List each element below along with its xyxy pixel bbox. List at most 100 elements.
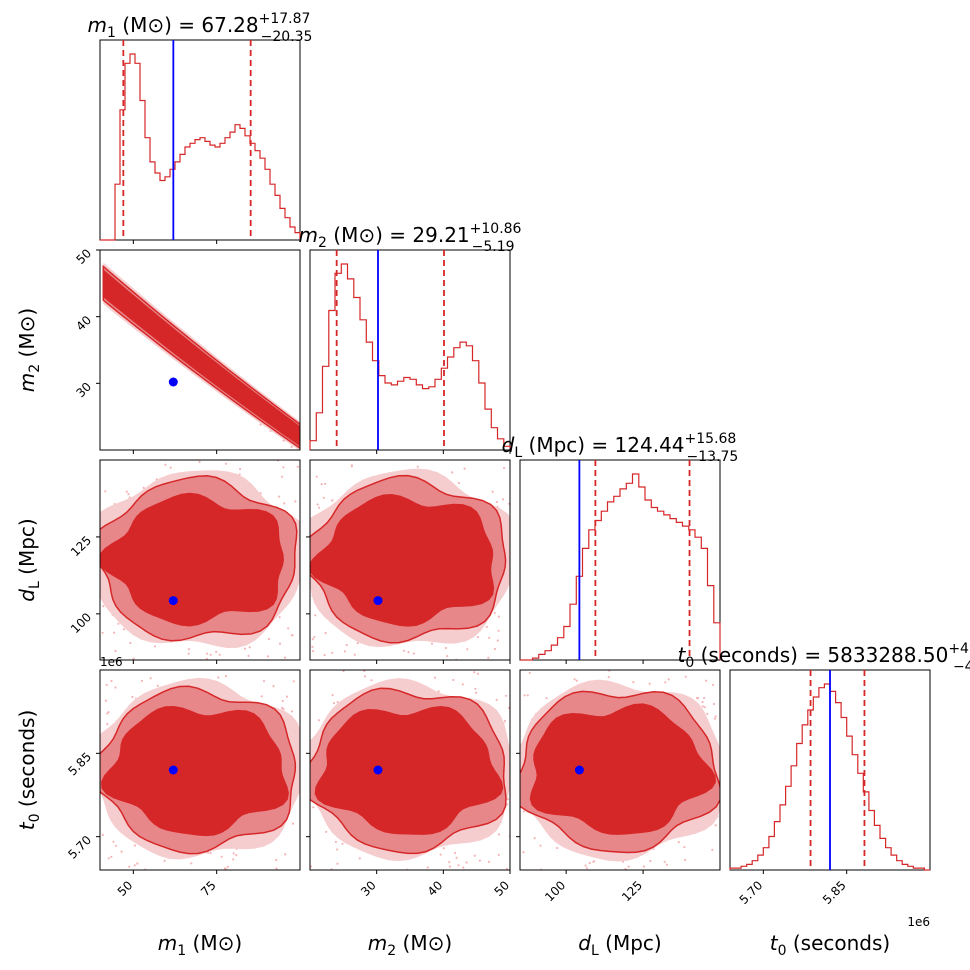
sample-point	[114, 649, 117, 653]
sample-point	[503, 466, 506, 470]
sample-point	[104, 699, 107, 702]
sample-point	[127, 493, 130, 496]
sample-point	[102, 605, 105, 608]
sample-point	[106, 723, 109, 726]
panel-m2-dL	[309, 459, 511, 661]
sample-point	[238, 473, 241, 476]
sample-point	[163, 859, 166, 863]
sample-point	[312, 806, 315, 809]
sample-point	[350, 464, 353, 467]
sample-point	[114, 844, 118, 847]
sample-point	[444, 646, 447, 650]
panel-frame	[99, 459, 301, 661]
sample-point	[343, 650, 346, 653]
sample-point	[528, 671, 531, 675]
sample-point	[677, 841, 680, 844]
sample-point	[133, 844, 136, 847]
x-tick-label-dL: 125	[619, 878, 645, 904]
sample-point	[259, 423, 262, 426]
contour-inner	[310, 493, 495, 627]
sample-point	[584, 864, 587, 867]
sample-point	[439, 853, 442, 856]
sample-point	[506, 803, 509, 806]
sample-point	[278, 642, 282, 645]
sample-point	[523, 694, 526, 697]
sample-point	[522, 851, 525, 854]
sample-point	[235, 854, 238, 857]
sample-point	[697, 697, 700, 700]
sample-point	[169, 466, 172, 469]
title-t0: t0 (seconds) = 5833288.50+49−48	[677, 641, 970, 675]
panel-m1-t0	[99, 669, 301, 871]
sample-point	[120, 850, 123, 853]
sample-point	[101, 833, 104, 837]
sample-point	[713, 717, 716, 720]
sample-point	[209, 852, 212, 855]
sample-point	[457, 481, 460, 485]
sample-point	[110, 679, 113, 683]
panel-m1-dL	[99, 459, 301, 661]
sample-point	[473, 854, 476, 857]
sample-point	[311, 638, 314, 641]
x-tick-label-t0: 5.85	[820, 878, 849, 907]
sample-point	[358, 857, 361, 860]
x-tick-label-t0: 5.70	[737, 878, 766, 907]
sample-point	[663, 860, 666, 863]
sample-point	[501, 498, 504, 501]
sample-point	[495, 500, 499, 504]
sample-point	[701, 700, 704, 704]
sample-point	[317, 506, 321, 509]
sample-point	[506, 798, 509, 801]
sample-point	[556, 846, 559, 850]
sample-point	[474, 687, 477, 690]
sample-point	[294, 500, 297, 503]
sample-point	[684, 858, 687, 862]
contour-inner	[529, 703, 716, 835]
sample-point	[125, 490, 128, 493]
sample-point	[290, 634, 293, 637]
sample-point	[711, 848, 714, 852]
sample-point	[122, 628, 125, 631]
panel-dL-t0	[519, 669, 721, 871]
sample-point	[364, 675, 367, 678]
sample-point	[190, 862, 193, 865]
sample-point	[128, 865, 131, 868]
truth-point	[373, 765, 383, 775]
sample-point	[113, 631, 116, 634]
sample-point	[416, 465, 419, 468]
sample-point	[149, 677, 152, 680]
sample-point	[442, 847, 445, 850]
sample-point	[292, 680, 295, 683]
sample-point	[683, 846, 686, 849]
hist-steps-dL	[520, 473, 721, 661]
sample-point	[342, 670, 345, 673]
panel-frame	[309, 249, 511, 451]
sample-point	[107, 711, 110, 714]
truth-point	[168, 596, 178, 606]
sample-point	[187, 652, 190, 655]
sample-point	[667, 678, 670, 681]
sample-point	[133, 864, 136, 867]
truth-point	[574, 765, 584, 775]
sample-point	[136, 862, 139, 865]
sample-point	[665, 863, 669, 866]
sample-point	[232, 858, 235, 861]
x-tick-label-m2: 40	[425, 878, 446, 899]
sample-point	[324, 631, 327, 635]
hist-steps-m2	[309, 263, 511, 450]
sample-point	[198, 460, 201, 463]
sample-point	[224, 462, 228, 465]
sample-point	[296, 465, 299, 468]
sample-point	[287, 627, 290, 630]
sample-point	[426, 866, 429, 869]
sample-point	[496, 639, 499, 642]
sample-point	[632, 681, 635, 684]
sample-point	[412, 652, 415, 655]
sample-point	[105, 683, 108, 687]
sample-point	[475, 691, 478, 694]
sample-point	[457, 864, 460, 867]
sample-point	[283, 502, 286, 505]
sample-point	[324, 482, 327, 485]
sample-point	[275, 858, 278, 862]
sample-point	[132, 657, 135, 660]
